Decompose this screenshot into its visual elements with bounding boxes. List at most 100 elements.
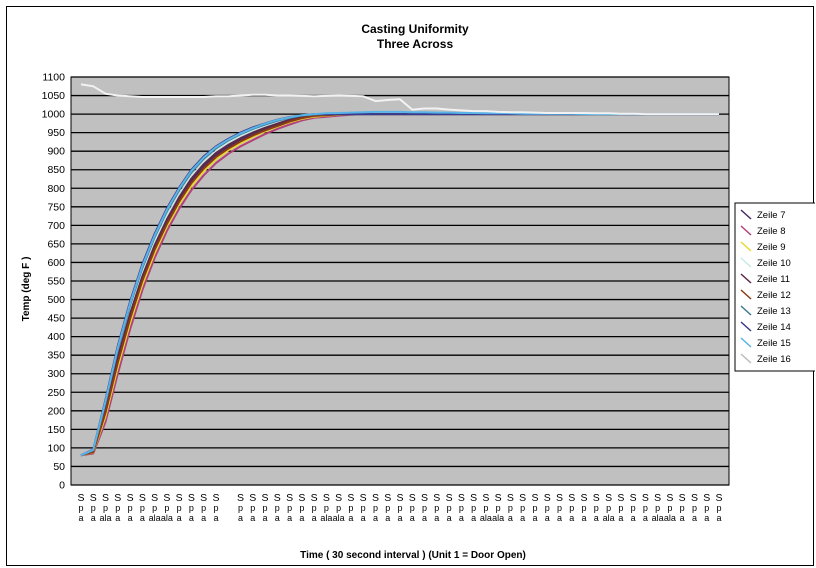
y-tick-label: 200 <box>47 405 65 417</box>
y-tick-label: 800 <box>47 183 65 195</box>
y-axis-ticks: 0 50 100 150 200 250 300 350 400 450 500 550 600 650 7… <box>42 72 66 492</box>
legend-entry: Zeile 11 <box>757 274 790 285</box>
legend-entry: Zeile 12 <box>757 290 791 301</box>
line-chart: Casting Uniformity Three Across 0 50 100 15… <box>21 22 815 561</box>
y-tick-label: 1100 <box>42 72 65 84</box>
y-tick-label: 1050 <box>42 90 66 102</box>
y-tick-label: 600 <box>47 257 65 269</box>
y-tick-label: 1000 <box>42 109 66 121</box>
y-tick-label: 500 <box>47 294 65 306</box>
y-tick-label: 150 <box>47 424 65 436</box>
y-tick-label: 100 <box>47 442 65 454</box>
legend-entry: Zeile 7 <box>757 210 786 221</box>
y-tick-label: 950 <box>47 127 65 139</box>
legend-swatch <box>740 289 752 300</box>
series-lines <box>80 83 719 457</box>
y-tick-label: 750 <box>47 201 65 213</box>
y-tick-label: 50 <box>53 461 65 473</box>
y-tick-label: 700 <box>47 220 65 232</box>
legend-swatch <box>740 257 752 268</box>
series-line-zeile-16 <box>80 83 719 116</box>
chart-title: Casting Uniformity <box>361 22 469 36</box>
chart-subtitle: Three Across <box>377 37 454 51</box>
legend-entry: Zeile 13 <box>757 306 791 317</box>
legend-swatch <box>740 305 752 316</box>
y-tick-label: 350 <box>47 350 65 362</box>
legend-entry: Zeile 15 <box>757 338 791 349</box>
legend-entry: Zeile 10 <box>757 258 791 269</box>
legend-swatch <box>740 337 752 348</box>
legend-entry: Zeile 16 <box>757 354 791 365</box>
legend-swatch <box>740 209 752 220</box>
y-tick-label: 0 <box>59 480 65 492</box>
legend-entry: Zeile 9 <box>757 242 786 253</box>
legend-entry: Zeile 8 <box>757 226 786 237</box>
y-axis-label: Temp (deg F ) <box>21 257 32 322</box>
y-tick-label: 900 <box>47 146 65 158</box>
legend-swatch <box>740 225 752 236</box>
legend-swatch <box>740 273 752 284</box>
y-tick-label: 250 <box>47 387 65 399</box>
y-tick-label: 850 <box>47 164 65 176</box>
chart-frame: Casting Uniformity Three Across 0 50 100 15… <box>6 6 815 566</box>
y-tick-label: 650 <box>47 238 65 250</box>
x-axis-label: Time ( 30 second interval ) (Unit 1 = Do… <box>300 550 526 561</box>
legend-swatch <box>740 321 752 332</box>
y-tick-label: 400 <box>47 331 65 343</box>
legend: Zeile 7 Zeile 8 Zeile 9 Zeile 10 Zeile 11 Zei… <box>734 202 815 372</box>
legend-swatch <box>740 241 752 252</box>
plot-area <box>70 76 730 486</box>
y-tick-label: 300 <box>47 368 65 380</box>
